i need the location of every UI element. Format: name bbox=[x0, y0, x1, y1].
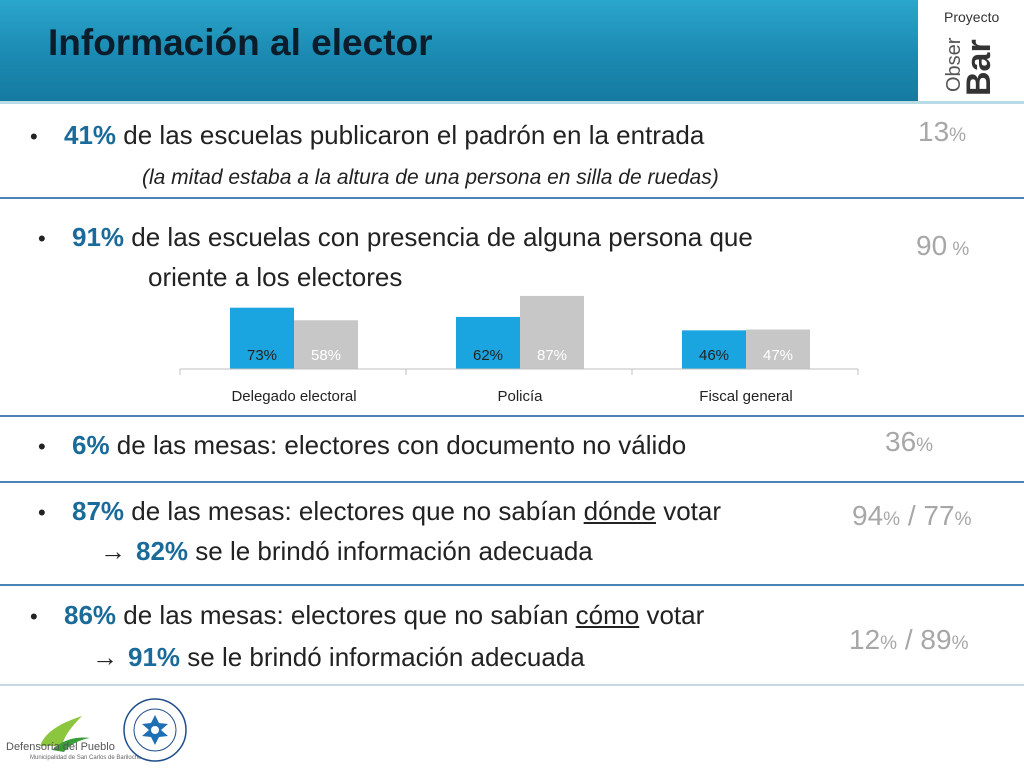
chart-bar bbox=[230, 307, 294, 369]
bullet-marker: • bbox=[30, 124, 38, 149]
chart-data-label: 46% bbox=[699, 347, 729, 364]
bullet-item-documento: • 6% de las mesas: electores con document… bbox=[38, 430, 686, 461]
item-text-before: de las mesas: electores que no sabían bbox=[124, 496, 584, 526]
sub-pct: 82% bbox=[136, 536, 189, 566]
observar-logo-icon: Obser Bar bbox=[943, 37, 998, 96]
chart-category-label: Delegado electoral bbox=[231, 388, 356, 405]
item-text: de las mesas: electores con documento no… bbox=[109, 430, 687, 460]
side-stat-como-votar: 12% / 89% bbox=[849, 624, 969, 655]
sub-pct: 91% bbox=[128, 642, 181, 672]
bullet-item-orientacion: • 91% de las escuelas con presencia de al… bbox=[38, 222, 753, 253]
chart-data-label: 87% bbox=[537, 347, 567, 364]
item-pct: 41% bbox=[64, 120, 117, 150]
side-stat-orientacion: 90 % bbox=[916, 230, 970, 261]
side-stat-padron: 13% bbox=[918, 116, 967, 147]
defensoria-subtitle: Municipalidad de San Carlos de Bariloche bbox=[30, 755, 142, 761]
chart-bar bbox=[456, 316, 520, 369]
page-title: Información al elector bbox=[48, 22, 433, 63]
bullet-marker: • bbox=[38, 500, 46, 525]
chart-data-label: 73% bbox=[247, 347, 277, 364]
logo-proyecto-text: Proyecto bbox=[944, 9, 1000, 25]
item-sub-line: → 91% se le brindó información adecuada bbox=[92, 642, 585, 673]
bullet-item-donde-votar: • 87% de las mesas: electores que no sabí… bbox=[38, 496, 721, 527]
chart-category-label: Fiscal general bbox=[699, 388, 792, 405]
chart-data-label: 58% bbox=[311, 347, 341, 364]
logo-obser-text: Obser bbox=[943, 37, 965, 92]
section-divider bbox=[0, 584, 1024, 586]
bullet-marker: • bbox=[38, 226, 46, 251]
item-underlined-word: cómo bbox=[575, 600, 640, 630]
chart-category-label: Policía bbox=[497, 388, 543, 405]
universidad-seal-icon bbox=[123, 698, 187, 762]
defensoria-logo-icon bbox=[40, 716, 90, 752]
orientation-bar-chart: 73% 58% Delegado electoral 62% 87% Policía 46%… bbox=[179, 295, 859, 405]
item-text-before: de las mesas: electores que no sabían bbox=[116, 600, 576, 630]
item-sub-line: → 82% se le brindó información adecuada bbox=[100, 536, 593, 567]
sub-text: se le brindó información adecuada bbox=[180, 642, 585, 672]
chart-bar bbox=[294, 320, 358, 369]
arrow-right-icon: → bbox=[100, 536, 126, 566]
item-pct: 87% bbox=[72, 496, 125, 526]
bullet-item-como-votar: • 86% de las mesas: electores que no sabí… bbox=[30, 600, 704, 631]
logo-bar-text: Bar bbox=[960, 39, 998, 96]
section-divider bbox=[0, 481, 1024, 483]
chart-bar bbox=[746, 329, 810, 369]
item-text-after: votar bbox=[655, 496, 721, 526]
item-pct: 6% bbox=[72, 430, 110, 460]
side-stat-donde-votar: 94% / 77% bbox=[852, 500, 972, 531]
header-underline bbox=[0, 101, 1024, 104]
item-text: de las escuelas publicaron el padrón en … bbox=[116, 120, 705, 150]
side-stat-documento: 36% bbox=[885, 426, 934, 457]
sub-text: se le brindó información adecuada bbox=[188, 536, 593, 566]
defensoria-name: Defensoría del Pueblo bbox=[6, 741, 115, 753]
arrow-right-icon: → bbox=[92, 642, 118, 672]
item-pct: 91% bbox=[72, 222, 125, 252]
chart-data-label: 47% bbox=[763, 347, 793, 364]
footer-divider bbox=[0, 684, 1024, 686]
proyecto-observar-logo: Proyecto Obser Bar bbox=[918, 0, 1024, 101]
bullet-item-padron: • 41% de las escuelas publicaron el padró… bbox=[30, 120, 704, 151]
chart-bar bbox=[682, 330, 746, 369]
item-pct: 86% bbox=[64, 600, 117, 630]
bullet-marker: • bbox=[30, 604, 38, 629]
item-text: de las escuelas con presencia de alguna … bbox=[124, 222, 753, 252]
bullet-marker: • bbox=[38, 434, 46, 459]
item-note: (la mitad estaba a la altura de una pers… bbox=[142, 166, 719, 189]
section-divider bbox=[0, 197, 1024, 199]
item-underlined-word: dónde bbox=[583, 496, 656, 526]
chart-data-label: 62% bbox=[473, 347, 503, 364]
section-divider bbox=[0, 415, 1024, 417]
item-continuation: oriente a los electores bbox=[148, 262, 403, 292]
chart-bar bbox=[520, 295, 584, 369]
item-text-after: votar bbox=[639, 600, 705, 630]
title-banner: Información al elector bbox=[0, 0, 1024, 101]
